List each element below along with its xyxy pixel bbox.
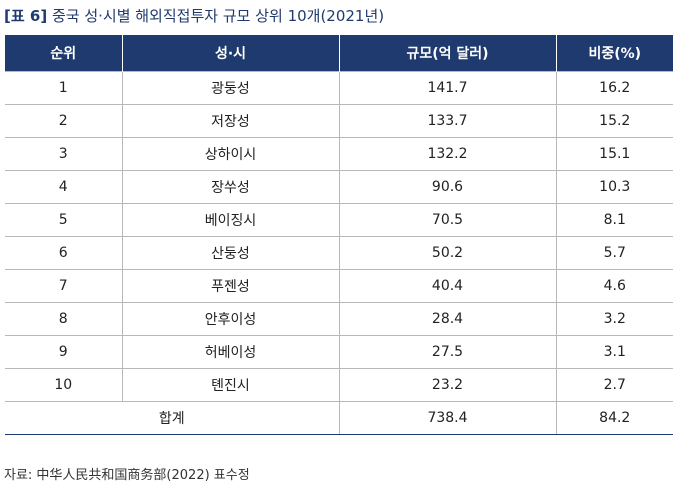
amount-cell: 40.4 xyxy=(338,269,557,303)
region-cell: 푸젠성 xyxy=(121,269,340,303)
investment-table: 순위 성·시 규모(억 달러) 비중(%) 1 광둥성 141.7 16.2 2… xyxy=(5,35,673,435)
amount-cell: 90.6 xyxy=(338,170,557,204)
rank-cell: 2 xyxy=(5,104,123,138)
table-row: 2 저장성 133.7 15.2 xyxy=(5,104,673,138)
region-cell: 톈진시 xyxy=(121,368,340,402)
share-cell: 3.1 xyxy=(555,335,673,369)
rank-cell: 1 xyxy=(5,71,123,105)
region-cell: 허베이성 xyxy=(121,335,340,369)
table-caption: 중국 성·시별 해외직접투자 규모 상위 10개(2021년) xyxy=(51,7,385,25)
table-row: 1 광둥성 141.7 16.2 xyxy=(5,71,673,105)
share-cell: 8.1 xyxy=(555,203,673,237)
source-note: 자료: 中华人民共和国商务部(2022) 표수정 xyxy=(4,468,250,483)
header-region: 성·시 xyxy=(121,35,340,72)
header-amount: 규모(억 달러) xyxy=(338,35,557,72)
region-cell: 안후이성 xyxy=(121,302,340,336)
table-row: 8 안후이성 28.4 3.2 xyxy=(5,302,673,336)
table-row: 4 장쑤성 90.6 10.3 xyxy=(5,170,673,204)
amount-cell: 50.2 xyxy=(338,236,557,270)
total-amount: 738.4 xyxy=(338,401,557,435)
share-cell: 2.7 xyxy=(555,368,673,402)
region-cell: 산둥성 xyxy=(121,236,340,270)
table-row: 5 베이징시 70.5 8.1 xyxy=(5,203,673,237)
table-row: 9 허베이성 27.5 3.1 xyxy=(5,335,673,369)
amount-cell: 141.7 xyxy=(338,71,557,105)
table-row: 10 톈진시 23.2 2.7 xyxy=(5,368,673,402)
table-title: [표 6] 중국 성·시별 해외직접투자 규모 상위 10개(2021년) xyxy=(4,2,384,30)
amount-cell: 28.4 xyxy=(338,302,557,336)
total-share: 84.2 xyxy=(555,401,673,435)
share-cell: 3.2 xyxy=(555,302,673,336)
region-cell: 저장성 xyxy=(121,104,340,138)
table-row: 7 푸젠성 40.4 4.6 xyxy=(5,269,673,303)
rank-cell: 4 xyxy=(5,170,123,204)
amount-cell: 70.5 xyxy=(338,203,557,237)
rank-cell: 9 xyxy=(5,335,123,369)
share-cell: 15.1 xyxy=(555,137,673,171)
rank-cell: 8 xyxy=(5,302,123,336)
header-row: 순위 성·시 규모(억 달러) 비중(%) xyxy=(5,35,673,72)
amount-cell: 133.7 xyxy=(338,104,557,138)
amount-cell: 27.5 xyxy=(338,335,557,369)
region-cell: 상하이시 xyxy=(121,137,340,171)
share-cell: 16.2 xyxy=(555,71,673,105)
share-cell: 5.7 xyxy=(555,236,673,270)
share-cell: 10.3 xyxy=(555,170,673,204)
rank-cell: 10 xyxy=(5,368,123,402)
rank-cell: 7 xyxy=(5,269,123,303)
table-number: [표 6] xyxy=(4,7,48,25)
amount-cell: 132.2 xyxy=(338,137,557,171)
rank-cell: 3 xyxy=(5,137,123,171)
share-cell: 4.6 xyxy=(555,269,673,303)
share-cell: 15.2 xyxy=(555,104,673,138)
table-row: 6 산둥성 50.2 5.7 xyxy=(5,236,673,270)
amount-cell: 23.2 xyxy=(338,368,557,402)
header-rank: 순위 xyxy=(5,35,123,72)
region-cell: 장쑤성 xyxy=(121,170,340,204)
header-share: 비중(%) xyxy=(555,35,673,72)
total-row: 합계 738.4 84.2 xyxy=(5,401,673,435)
table-row: 3 상하이시 132.2 15.1 xyxy=(5,137,673,171)
region-cell: 베이징시 xyxy=(121,203,340,237)
rank-cell: 5 xyxy=(5,203,123,237)
total-label: 합계 xyxy=(5,401,340,435)
region-cell: 광둥성 xyxy=(121,71,340,105)
rank-cell: 6 xyxy=(5,236,123,270)
